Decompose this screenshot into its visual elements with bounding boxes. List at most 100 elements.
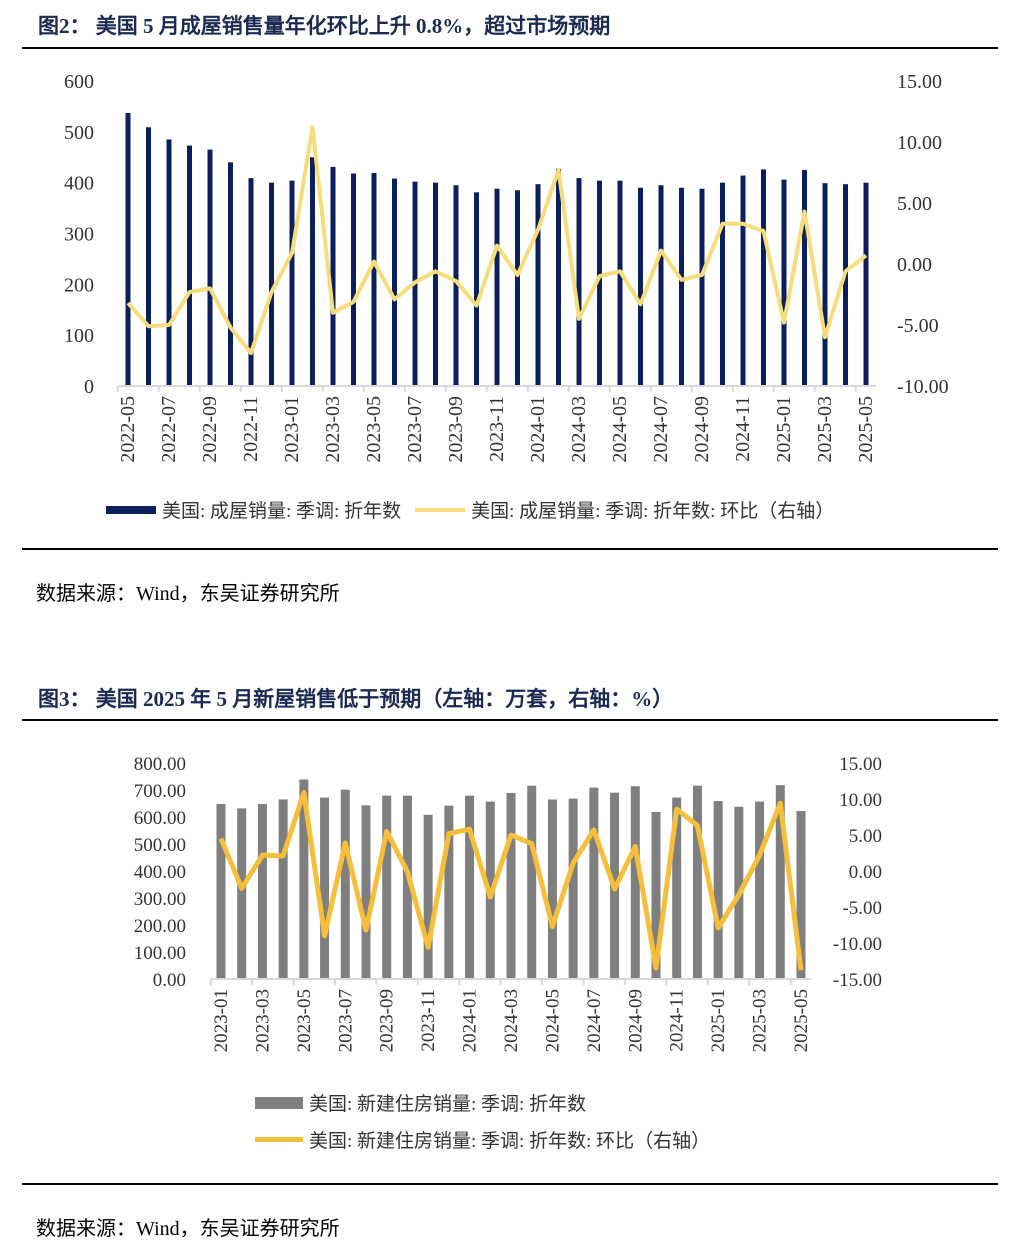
bar (187, 145, 192, 386)
bar (278, 799, 288, 979)
right-axis-tick-label: 0.00 (849, 862, 882, 883)
x-axis-tick-label: 2023-07 (404, 396, 426, 463)
x-axis-tick-label: 2023-01 (211, 989, 232, 1052)
bar (330, 166, 336, 386)
x-axis-tick-label: 2023-03 (322, 396, 344, 463)
bar (761, 169, 766, 386)
bar (775, 785, 785, 979)
x-axis-tick-label: 2022-11 (240, 396, 262, 462)
x-axis-tick-label: 2024-03 (501, 989, 522, 1052)
bar (207, 149, 213, 386)
bar (289, 180, 295, 386)
right-axis-tick-label: -5.00 (842, 898, 882, 919)
bar (863, 182, 869, 386)
bar (166, 139, 172, 386)
bar (755, 801, 765, 979)
bar (568, 798, 578, 979)
x-axis-tick-label: 2022-09 (199, 396, 221, 463)
left-axis-tick-label: 300.00 (134, 889, 186, 910)
figure2-source: 数据来源：Wind，东吴证券研究所 (36, 583, 340, 605)
x-axis-tick-label: 2023-01 (281, 396, 303, 463)
x-axis-tick-label: 2023-09 (377, 989, 398, 1052)
bar (494, 188, 500, 386)
figure2-top-rule (22, 47, 998, 49)
legend-label: 美国: 成屋销量: 季调: 折年数: 环比（右轴） (471, 501, 835, 522)
right-axis-tick-label: -10.00 (833, 934, 882, 955)
x-axis-tick-label: 2025-01 (708, 989, 729, 1052)
right-axis-tick-label: -10.00 (897, 376, 949, 398)
right-axis-tick-label: -15.00 (833, 970, 882, 991)
legend-label: 美国: 成屋销量: 季调: 折年数 (162, 501, 402, 522)
right-axis-tick-label: 15.00 (839, 754, 882, 775)
bar (216, 804, 226, 979)
bar (433, 182, 438, 386)
bar (423, 814, 433, 979)
bar (617, 180, 623, 386)
bar (248, 178, 254, 386)
x-axis-tick-label: 2025-03 (814, 396, 836, 463)
x-axis-tick-label: 2025-03 (750, 989, 771, 1052)
bar (125, 113, 131, 387)
bar (781, 179, 787, 386)
right-axis-tick-label: 5.00 (897, 193, 932, 215)
bar (822, 183, 828, 386)
bar (465, 795, 475, 979)
figure2-chart: 0 100 200 300 400 500 600 -10.00 -5.00 0.00 5.00 10… (64, 71, 949, 463)
x-axis-tick-label: 2024-11 (667, 989, 688, 1052)
legend-bar-swatch (255, 1096, 303, 1109)
x-axis-tick-label: 2024-09 (691, 396, 713, 463)
left-axis-tick-label: 400 (64, 173, 94, 195)
left-axis-tick-label: 600.00 (134, 808, 186, 829)
x-axis-tick-label: 2023-09 (445, 396, 467, 463)
figure2-title: 图2： 美国 5 月成屋销售量年化环比上升 0.8%，超过市场预期 (38, 14, 611, 38)
bar (146, 127, 151, 386)
x-axis-tick-label: 2024-07 (584, 989, 605, 1052)
bar (351, 173, 356, 386)
left-axis-tick-label: 200.00 (134, 916, 186, 937)
bar (692, 785, 702, 979)
right-axis-tick-label: 10.00 (897, 132, 942, 154)
figure3-chart: 0.00 100.00 200.00 300.00 400.00 500.00 600.00… (134, 754, 882, 1052)
x-axis-tick-label: 2023-07 (335, 989, 356, 1052)
x-axis-tick-label: 2025-05 (855, 396, 877, 463)
right-axis-tick-label: 5.00 (849, 826, 882, 847)
left-axis-tick-label: 700.00 (134, 781, 186, 802)
x-axis-tick-label: 2022-07 (158, 396, 180, 463)
left-axis-tick-label: 400.00 (134, 862, 186, 883)
bar (672, 797, 682, 979)
left-axis-tick-label: 300 (64, 224, 94, 246)
legend-bar-swatch (106, 505, 156, 514)
x-axis-tick-label: 2023-05 (363, 396, 385, 463)
bar (257, 804, 267, 979)
x-axis-tick-label: 2024-01 (527, 396, 549, 463)
bar (699, 188, 705, 386)
bar (651, 811, 661, 979)
left-axis-tick-label: 0 (84, 376, 94, 398)
bar (382, 795, 392, 979)
bar (802, 169, 807, 386)
bar (402, 795, 412, 979)
bar (228, 162, 233, 386)
left-axis-tick-label: 0.00 (153, 970, 186, 991)
bar (638, 187, 643, 386)
x-axis-tick-label: 2024-03 (568, 396, 590, 463)
bar (237, 808, 247, 979)
right-axis-tick-label: -5.00 (897, 315, 939, 337)
x-axis-tick-label: 2023-11 (418, 989, 439, 1052)
bar (453, 185, 459, 386)
bar (720, 182, 725, 386)
left-axis-tick-label: 100.00 (134, 943, 186, 964)
bar (392, 178, 397, 386)
bar (796, 811, 806, 979)
bar (310, 157, 315, 386)
x-axis-tick-label: 2024-05 (609, 396, 631, 463)
left-axis-tick-label: 500 (64, 122, 94, 144)
figure3-top-rule (22, 719, 998, 721)
bar (713, 801, 723, 979)
bar (547, 799, 557, 979)
x-axis-tick-label: 2022-05 (117, 396, 139, 463)
bar (371, 173, 377, 386)
figure3-title: 图3： 美国 2025 年 5 月新屋销售低于预期（左轴：万套，右轴：%） (38, 687, 674, 711)
figure3-legend-line: 美国: 新建住房销量: 季调: 折年数: 环比（右轴） (255, 1126, 710, 1153)
